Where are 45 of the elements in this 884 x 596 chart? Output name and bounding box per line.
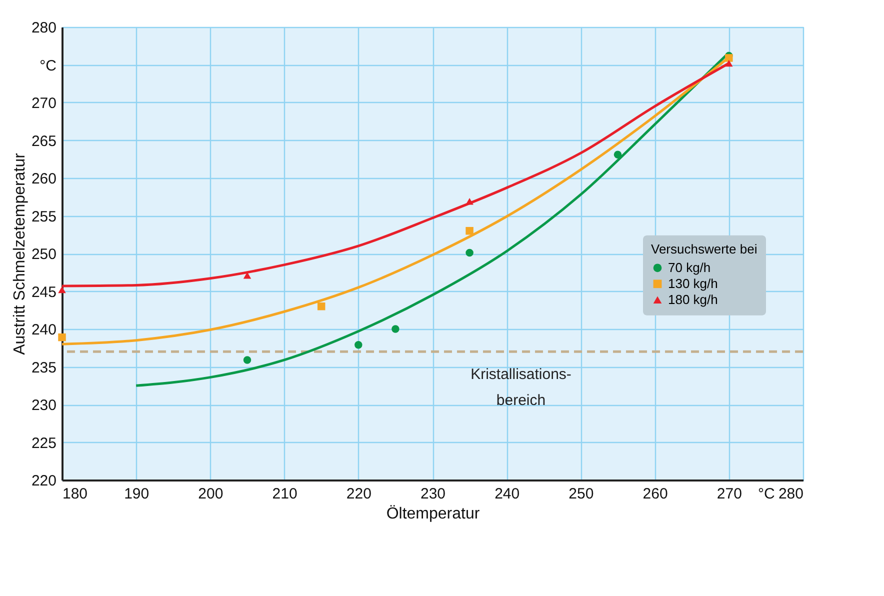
point xyxy=(392,325,400,333)
y-axis-title: Austritt Schmelzetemperatur xyxy=(11,152,28,355)
y-tick-label: 255 xyxy=(31,208,56,226)
y-tick-label: 220 xyxy=(31,472,56,490)
y-tick-label: 280 xyxy=(31,20,56,36)
y-tick-label: 225 xyxy=(31,434,56,452)
point xyxy=(58,333,66,342)
x-tick-label: 260 xyxy=(642,486,668,502)
y-tick-label: 245 xyxy=(31,284,56,301)
point xyxy=(466,226,474,235)
y-tick-label: °C xyxy=(40,57,57,74)
y-tick-label: 230 xyxy=(31,397,56,414)
legend-label: 70 kg/h xyxy=(668,260,711,275)
point xyxy=(725,60,733,67)
x-tick-label: 250 xyxy=(568,486,594,502)
x-tick-label: 200 xyxy=(198,486,224,502)
y-tick-label: 240 xyxy=(31,322,56,338)
point xyxy=(466,198,474,205)
x-tick-label: 230 xyxy=(420,486,446,502)
point xyxy=(614,150,622,158)
legend-label: 130 kg/h xyxy=(668,276,718,291)
point xyxy=(466,248,474,257)
y-tick-label: 265 xyxy=(31,132,56,150)
point xyxy=(317,302,326,310)
y-tick-label: 260 xyxy=(31,170,56,188)
point xyxy=(243,272,252,279)
legend-title: Versuchswerte bei xyxy=(651,241,758,256)
point xyxy=(58,286,66,294)
y-tick-label: 235 xyxy=(31,359,56,376)
point xyxy=(725,54,733,62)
annotation: Kristallisations- bereich xyxy=(470,366,572,409)
x-tick-label: 240 xyxy=(494,486,520,502)
x-tick-label: 190 xyxy=(124,486,150,502)
point xyxy=(243,356,252,364)
x-tick-label: °C xyxy=(758,486,776,502)
legend-label: 180 kg/h xyxy=(668,292,718,307)
point xyxy=(354,340,362,349)
x-tick-label: 210 xyxy=(272,486,298,502)
x-tick-label: 270 xyxy=(716,486,742,502)
x-axis-title: Öltemperatur xyxy=(386,504,480,522)
y-tick-label: 250 xyxy=(31,246,56,263)
x-tick-label: 220 xyxy=(346,486,372,502)
x-tick-label: 180 xyxy=(62,486,88,502)
y-tick-label: 270 xyxy=(31,95,56,112)
x-tick-label: 280 xyxy=(778,486,804,502)
